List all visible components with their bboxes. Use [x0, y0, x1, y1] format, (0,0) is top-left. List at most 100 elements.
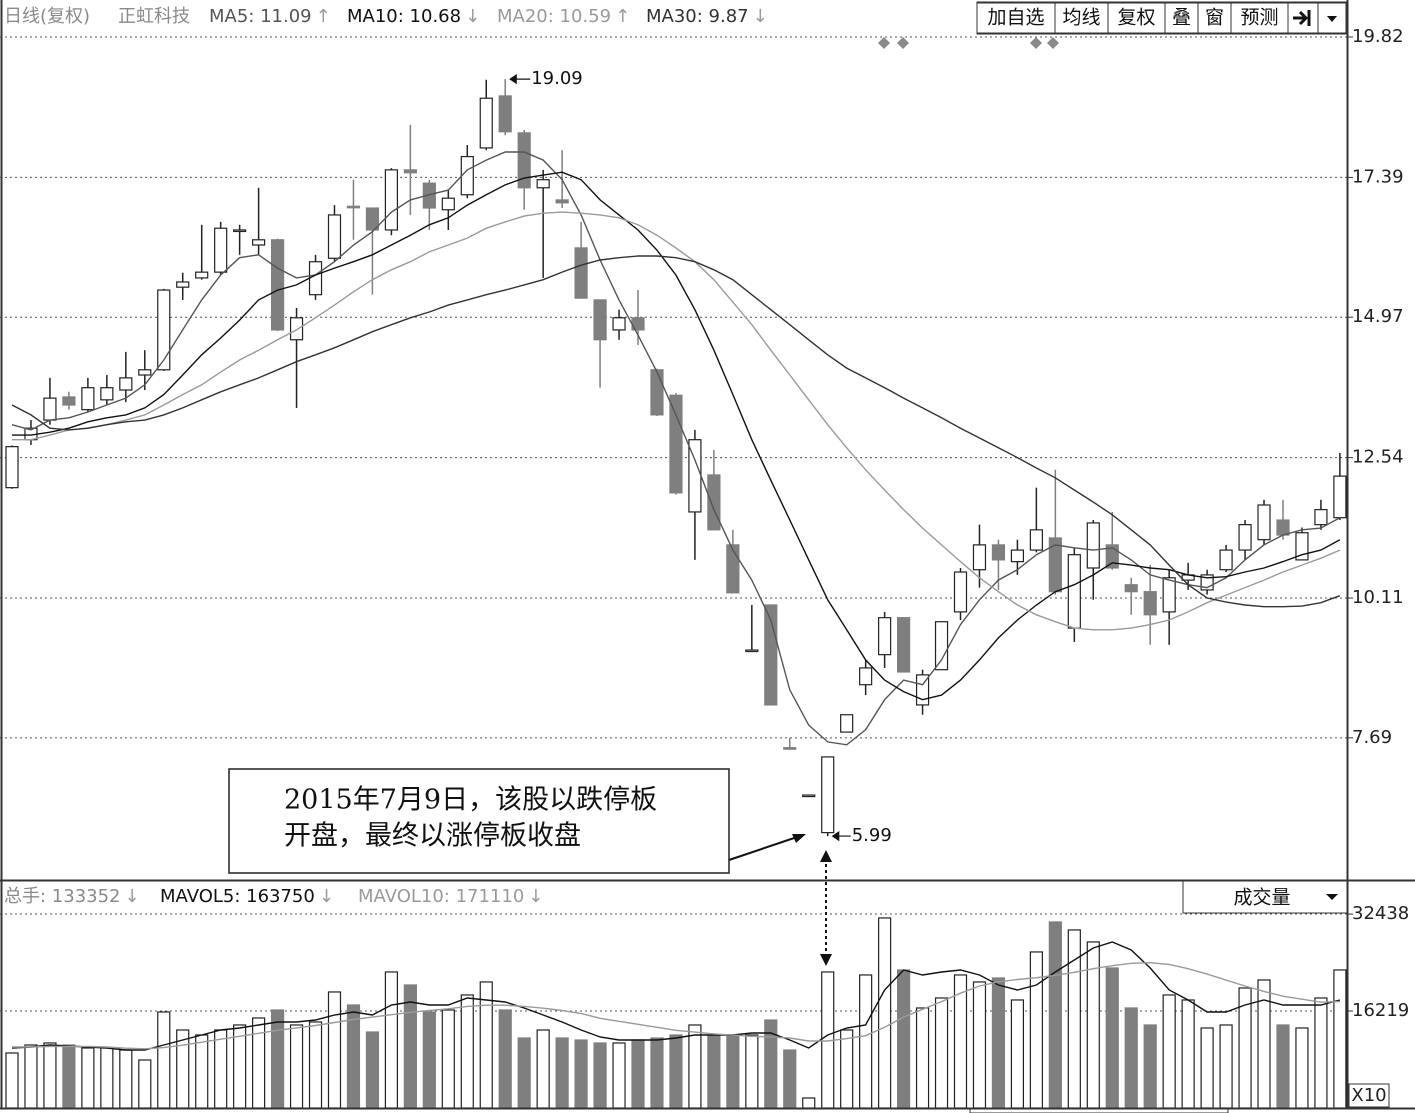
candle-body — [384, 169, 398, 231]
candle-body — [934, 621, 949, 671]
volume-bar — [934, 997, 949, 1109]
diamond — [1030, 37, 1042, 49]
y-tick-label: 17.39 — [1352, 166, 1404, 187]
volume-bar — [308, 1021, 323, 1109]
candle-body — [119, 377, 133, 391]
toolbar-label: 预测 — [1240, 7, 1278, 29]
volume-bar — [1181, 999, 1195, 1109]
volume-bar — [1162, 994, 1176, 1109]
volume-bar — [1124, 1007, 1138, 1109]
candle-body — [669, 394, 683, 494]
candle-body — [498, 95, 512, 133]
volume-bar — [859, 974, 873, 1109]
candle-body — [821, 756, 835, 834]
candle-body — [346, 205, 361, 209]
volume-bar — [783, 1049, 797, 1109]
dropdown-icon — [1326, 894, 1338, 900]
indicator-dropdown[interactable] — [1182, 880, 1348, 914]
annotation-box — [228, 768, 730, 874]
signal-markers — [878, 37, 1059, 49]
candle-body — [1162, 577, 1176, 613]
toolbar-button[interactable] — [976, 2, 1056, 34]
volume-bar — [384, 971, 398, 1109]
toolbar-label: 窗 — [1205, 7, 1224, 29]
unit-label: X10 — [1351, 1085, 1386, 1106]
candle-body — [43, 397, 57, 421]
candle-body — [574, 247, 588, 299]
high-label: 19.09 — [531, 68, 583, 89]
candle-body — [1314, 509, 1328, 526]
candle-body — [289, 317, 304, 341]
ma-line — [11, 151, 1341, 746]
volume-bar — [1314, 997, 1328, 1109]
candle-body — [403, 169, 417, 174]
chart-title: 日线(复权) — [4, 6, 90, 27]
volume-bar — [214, 1029, 228, 1109]
volume-bar — [1086, 941, 1100, 1109]
candle-body — [308, 261, 323, 296]
candle-body — [650, 369, 664, 416]
volume-bar — [43, 1042, 57, 1109]
volume-bar — [536, 1029, 550, 1109]
candle-body — [1333, 475, 1347, 519]
volume-bar — [878, 917, 892, 1109]
volume-bar — [1257, 979, 1271, 1109]
candle-body — [195, 271, 209, 279]
legend-label: MA20: 10.59 — [497, 6, 611, 27]
candle-body — [1067, 554, 1081, 629]
candle-body — [1029, 529, 1043, 551]
volume-bar — [403, 984, 417, 1109]
volume-bar — [365, 1031, 380, 1109]
candle-body — [783, 747, 797, 750]
candle-body — [327, 214, 342, 259]
volume-bar — [1048, 921, 1062, 1109]
diamond — [1047, 37, 1059, 49]
toolbar: 加自选 均线 复权叠窗预测 — [976, 1, 1348, 35]
legend-label: MA5: 11.09 — [209, 6, 312, 27]
toolbar-button[interactable] — [1230, 2, 1289, 34]
legend-trend: ↓ — [465, 6, 480, 27]
candle-body — [441, 197, 455, 211]
toolbar-button[interactable] — [1107, 2, 1166, 34]
volume-bar — [24, 1044, 38, 1109]
annotation-arrowhead — [792, 834, 806, 843]
diamond — [878, 37, 890, 49]
y-tick-label: 10.11 — [1352, 587, 1404, 608]
candle-body — [1010, 549, 1025, 563]
y-tick-label: 7.69 — [1352, 727, 1392, 748]
toolbar-button[interactable] — [1054, 2, 1109, 34]
ma-line — [11, 941, 1341, 1051]
volume-bar — [745, 1034, 759, 1109]
candle-body — [1105, 544, 1119, 569]
volume-bar — [195, 1034, 209, 1109]
annotation-line: 2015年7月9日，该股以跌停板 — [284, 785, 657, 816]
volume-bar — [81, 1047, 95, 1109]
indicator-label: 成交量 — [1233, 887, 1290, 909]
volume-bar — [270, 1009, 285, 1109]
y-tick-label: 12.54 — [1352, 447, 1404, 468]
volume-bar — [915, 1007, 930, 1109]
volume-bar — [991, 977, 1006, 1109]
volume-bar — [1143, 1024, 1157, 1109]
candle-body — [745, 649, 759, 653]
candle-body — [840, 714, 854, 733]
volume-bar — [631, 1039, 645, 1109]
candle-body — [1124, 584, 1138, 593]
legend-label: MAVOL5: 163750 — [160, 886, 315, 907]
legend-trend: ↑ — [615, 6, 630, 27]
legend-trend: ↓ — [319, 886, 334, 907]
low-arrow — [831, 830, 851, 842]
volume-bar — [972, 981, 987, 1109]
y-tick-label: 16219 — [1352, 1000, 1409, 1021]
candle-body — [991, 544, 1006, 561]
ma-line — [11, 255, 1341, 608]
candle-body — [726, 544, 740, 594]
menu-button[interactable] — [1317, 2, 1347, 34]
unit-box — [1348, 1083, 1390, 1108]
toolbar-button[interactable] — [1197, 2, 1232, 34]
toolbar-label: 均线 — [1062, 7, 1100, 29]
scrollbar — [969, 1107, 1229, 1113]
volume-bar — [1029, 951, 1043, 1109]
low-label: 5.99 — [852, 825, 892, 846]
legend-label: MA30: 9.87 — [646, 6, 749, 27]
